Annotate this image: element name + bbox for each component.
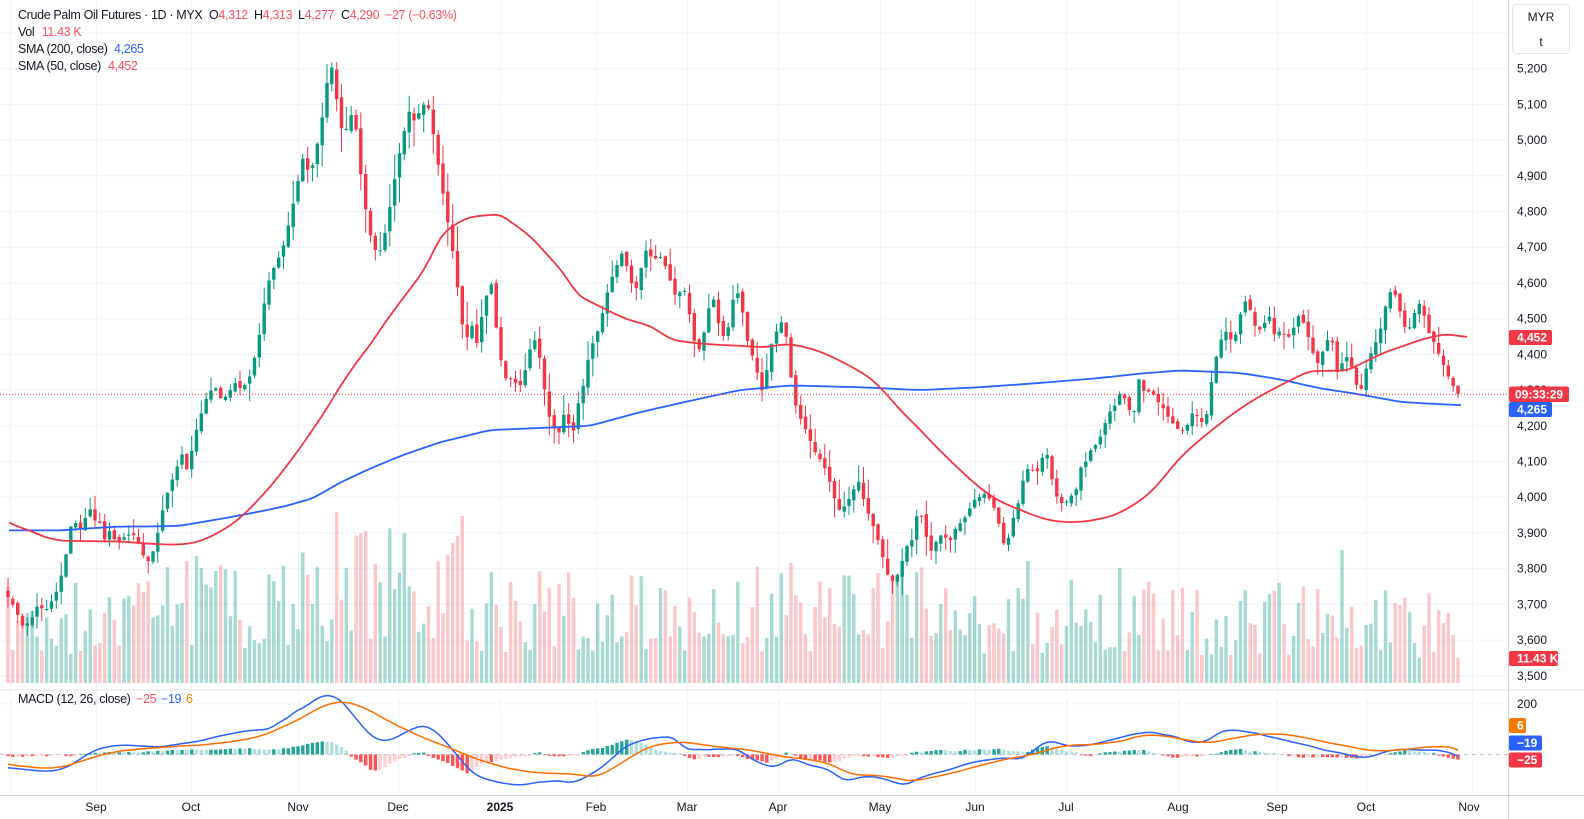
svg-text:SMA (200, close)4,265: SMA (200, close) 4,265 (18, 42, 144, 56)
svg-text:Dec: Dec (387, 800, 408, 814)
svg-text:11.43 K: 11.43 K (1517, 652, 1559, 666)
svg-text:−19: −19 (1517, 736, 1538, 750)
svg-text:Jul: Jul (1058, 800, 1073, 814)
svg-text:6: 6 (1517, 719, 1524, 733)
svg-text:Aug: Aug (1167, 800, 1188, 814)
svg-text:Crude Palm Oil Futures · 1D ·: Crude Palm Oil Futures · 1D · MYX O4,312 H… (18, 8, 457, 22)
svg-text:4,400: 4,400 (1517, 347, 1547, 361)
svg-text:4,200: 4,200 (1517, 419, 1547, 433)
svg-text:3,900: 3,900 (1517, 526, 1547, 540)
svg-text:Nov: Nov (287, 800, 308, 814)
svg-text:5,000: 5,000 (1517, 133, 1547, 147)
svg-text:Sep: Sep (85, 800, 107, 814)
svg-text:t: t (1539, 35, 1543, 49)
svg-text:4,900: 4,900 (1517, 169, 1547, 183)
svg-text:3,600: 3,600 (1517, 633, 1547, 647)
svg-text:3,700: 3,700 (1517, 597, 1547, 611)
svg-text:4,800: 4,800 (1517, 205, 1547, 219)
svg-text:Nov: Nov (1458, 800, 1479, 814)
svg-text:Mar: Mar (677, 800, 698, 814)
svg-text:2025: 2025 (487, 800, 514, 814)
svg-text:Oct: Oct (1357, 800, 1376, 814)
svg-text:Sep: Sep (1266, 800, 1288, 814)
svg-text:4,000: 4,000 (1517, 490, 1547, 504)
svg-text:Apr: Apr (769, 800, 788, 814)
svg-text:Oct: Oct (182, 800, 201, 814)
svg-text:3,500: 3,500 (1517, 669, 1547, 683)
svg-text:Jun: Jun (965, 800, 984, 814)
svg-text:May: May (869, 800, 892, 814)
svg-text:5,100: 5,100 (1517, 97, 1547, 111)
svg-text:MYR: MYR (1528, 10, 1555, 24)
svg-text:4,100: 4,100 (1517, 455, 1547, 469)
svg-text:SMA (50, close)4,452: SMA (50, close) 4,452 (18, 59, 138, 73)
svg-text:4,265: 4,265 (1517, 403, 1547, 417)
svg-text:4,700: 4,700 (1517, 240, 1547, 254)
svg-text:4,600: 4,600 (1517, 276, 1547, 290)
svg-text:3,800: 3,800 (1517, 562, 1547, 576)
svg-text:MACD (12, 26, close)−25−196: MACD (12, 26, close) −25 −19 6 (18, 692, 193, 706)
svg-text:5,200: 5,200 (1517, 62, 1547, 76)
svg-text:4,452: 4,452 (1517, 331, 1547, 345)
svg-text:Feb: Feb (586, 800, 607, 814)
svg-text:4,500: 4,500 (1517, 312, 1547, 326)
svg-text:09:33:29: 09:33:29 (1515, 388, 1563, 402)
svg-text:200: 200 (1517, 697, 1537, 711)
svg-text:−25: −25 (1517, 753, 1538, 767)
